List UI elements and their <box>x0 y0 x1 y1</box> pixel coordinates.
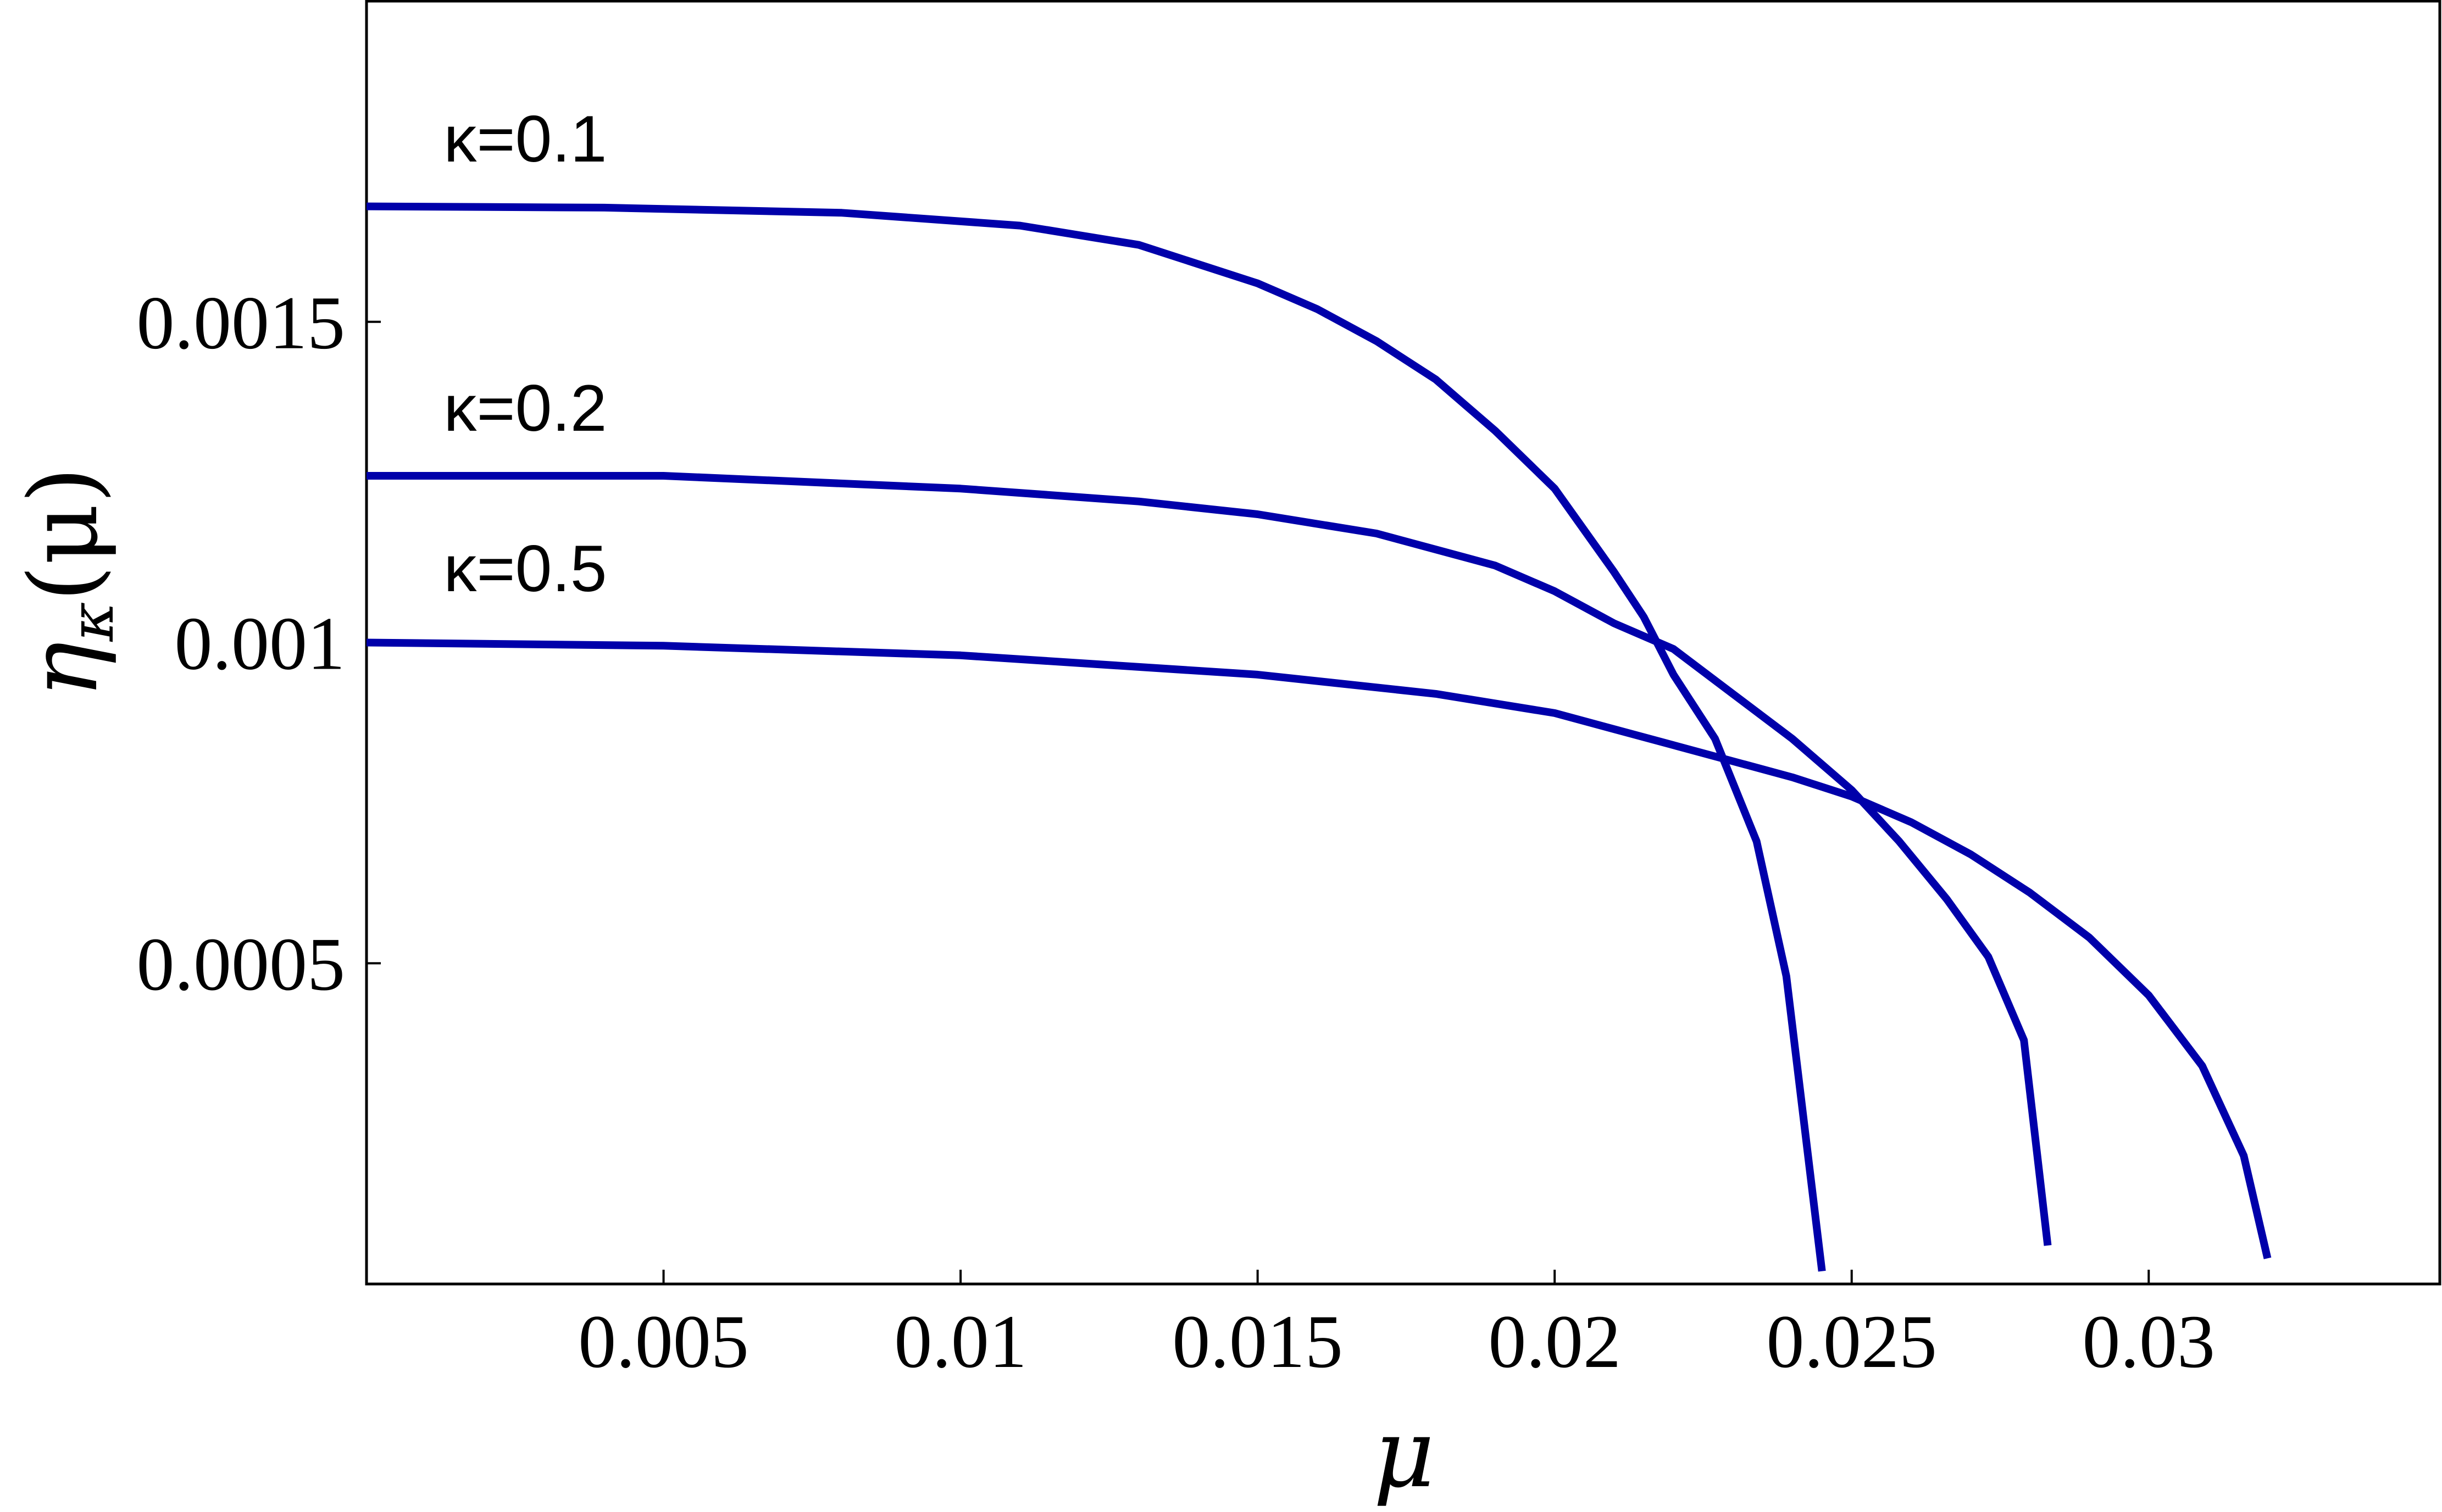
x-tick-label: 0.015 <box>1172 1299 1343 1383</box>
series-line-3 <box>366 638 2272 1259</box>
series-label-1: κ=0.1 <box>444 102 607 176</box>
y-axis-ticks: 0.0005 0.001 0.0015 <box>137 281 381 1006</box>
y-tick-label: 0.001 <box>175 602 346 686</box>
x-tick-label: 0.03 <box>2083 1299 2216 1383</box>
svg-text:ηκ(μ): ηκ(μ) <box>8 466 127 698</box>
y-axis-label-argument: (μ) <box>8 466 119 602</box>
x-axis-ticks: 0.005 0.01 0.015 0.02 0.025 0.03 <box>578 1270 2215 1383</box>
y-axis-label-main: η <box>8 642 119 698</box>
y-axis-label: ηκ(μ) <box>8 466 127 698</box>
x-tick-label: 0.025 <box>1766 1299 1937 1383</box>
series-label-2: κ=0.2 <box>444 371 607 445</box>
series-line-2 <box>367 472 2052 1246</box>
series-label-3: κ=0.5 <box>444 532 607 605</box>
x-tick-label: 0.01 <box>894 1299 1027 1383</box>
y-tick-label: 0.0015 <box>137 281 346 365</box>
x-axis-label: μ <box>1373 1398 1435 1509</box>
y-tick-label: 0.0005 <box>137 922 346 1006</box>
y-axis-label-subscript: κ <box>57 602 127 642</box>
series-line-1 <box>366 202 1826 1272</box>
series-labels: κ=0.1 κ=0.2 κ=0.5 <box>444 102 607 605</box>
series-lines <box>366 202 2272 1272</box>
x-tick-label: 0.02 <box>1488 1299 1621 1383</box>
x-tick-label: 0.005 <box>578 1299 749 1383</box>
